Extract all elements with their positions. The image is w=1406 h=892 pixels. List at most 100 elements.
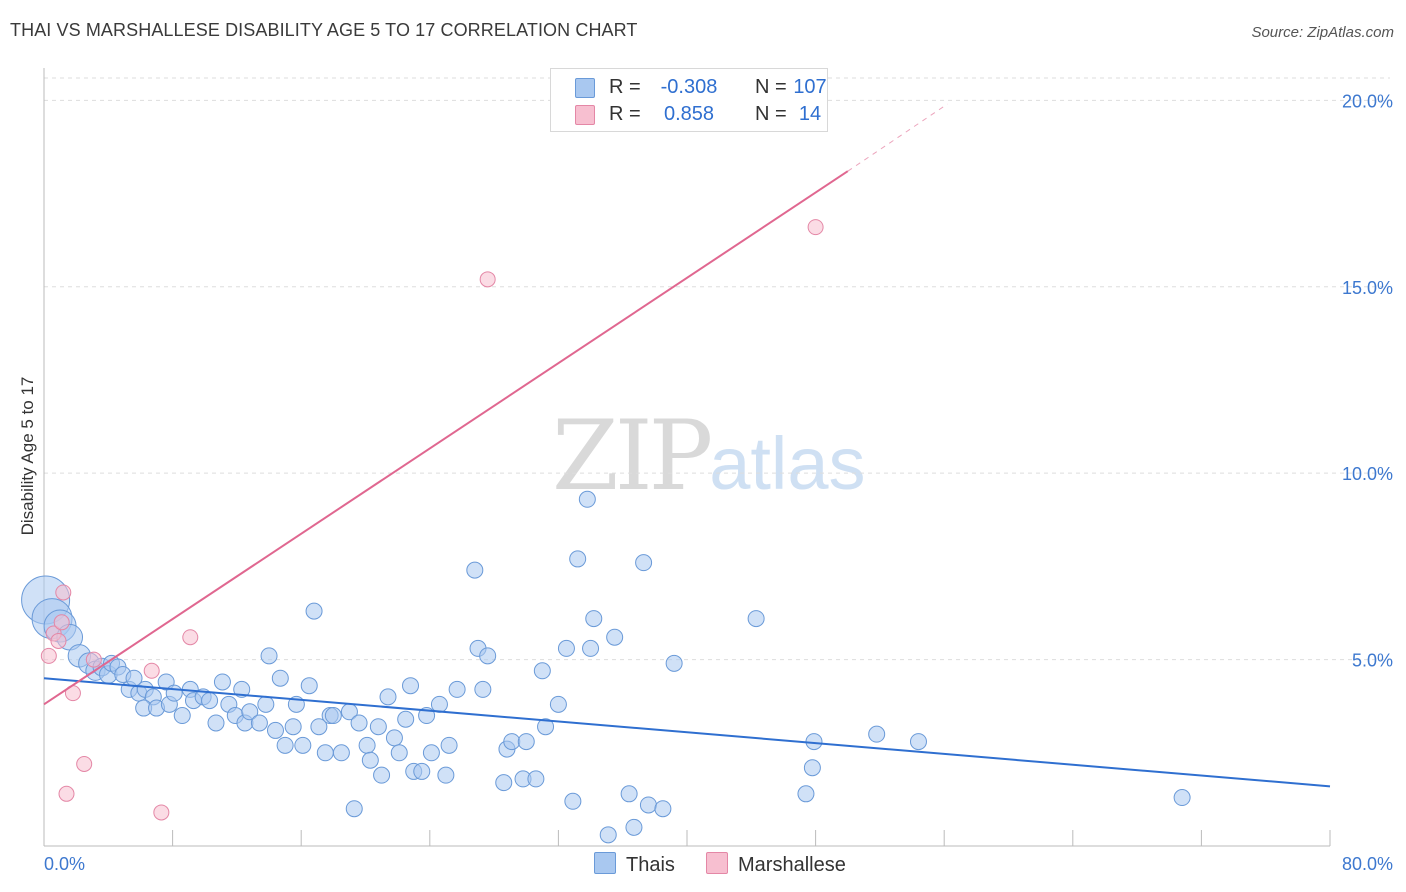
bottom-legend-label-thais: Thais: [626, 854, 675, 876]
legend-r-value: -0.308: [660, 76, 718, 98]
thais-point: [305, 602, 323, 620]
marshallese-trend-line: [43, 170, 849, 706]
thais-point: [466, 561, 484, 579]
thais-point: [654, 800, 672, 818]
x-tick-label: 0.0%: [44, 854, 85, 874]
thais-point: [257, 695, 275, 713]
watermark: ZIPatlas: [552, 400, 866, 512]
thais-point: [599, 826, 617, 844]
marshallese-point: [153, 804, 170, 821]
thais-point: [207, 714, 225, 732]
marshallese-trend-extension: [847, 103, 948, 172]
y-tick-label: 5.0%: [1352, 651, 1393, 671]
thais-point: [582, 639, 600, 657]
thais-point: [495, 774, 513, 792]
marshallese-point: [85, 651, 102, 668]
thais-point: [316, 744, 334, 762]
thais-point: [1173, 789, 1191, 807]
marshallese-point: [182, 629, 199, 646]
thais-point: [276, 736, 294, 754]
marshallese-point: [50, 632, 67, 649]
legend-swatch-thais: [575, 78, 595, 98]
bottom-legend-swatch-marshallese: [706, 852, 728, 874]
thais-point: [747, 610, 765, 628]
thais-point: [474, 680, 492, 698]
marshallese-point: [53, 614, 70, 631]
y-tick-label: 15.0%: [1342, 278, 1393, 298]
thais-point: [868, 725, 886, 743]
thais-point: [517, 733, 535, 751]
chart-title: THAI VS MARSHALLESE DISABILITY AGE 5 TO …: [10, 20, 638, 40]
thais-point: [639, 796, 657, 814]
legend-n-value: 14: [798, 103, 822, 125]
thais-point: [201, 692, 219, 710]
watermark-atlas: atlas: [709, 422, 866, 505]
thais-point: [284, 718, 302, 736]
thais-point: [402, 677, 420, 695]
thais-point: [430, 695, 448, 713]
thais-point: [635, 554, 653, 572]
thais-point: [332, 744, 350, 762]
marshallese-point: [55, 584, 72, 601]
thais-point: [373, 766, 391, 784]
thais-point: [294, 736, 312, 754]
thais-point: [909, 733, 927, 751]
thais-point: [324, 707, 342, 725]
thais-point: [233, 680, 251, 698]
marshallese-point: [143, 662, 160, 679]
thais-point: [606, 628, 624, 646]
thais-point: [250, 714, 268, 732]
thais-point: [448, 680, 466, 698]
thais-point: [585, 610, 603, 628]
thais-point: [620, 785, 638, 803]
thais-point: [358, 736, 376, 754]
thais-point: [390, 744, 408, 762]
marshallese-point: [58, 785, 75, 802]
thais-point: [479, 647, 497, 665]
legend-n-label: N =: [755, 103, 787, 125]
x-tick-label: 80.0%: [1342, 854, 1393, 874]
thais-point: [397, 710, 415, 728]
thais-point: [422, 744, 440, 762]
marshallese-point: [76, 755, 93, 772]
thais-point: [665, 654, 683, 672]
marshallese-point: [479, 271, 496, 288]
thais-point: [165, 684, 183, 702]
thais-point: [310, 718, 328, 736]
correlation-legend: R = -0.308 N = 107 R = 0.858 N = 14: [550, 68, 828, 132]
legend-n-value: 107: [793, 76, 827, 98]
legend-swatch-marshallese: [575, 105, 595, 125]
thais-point: [549, 695, 567, 713]
thais-point: [271, 669, 289, 687]
marshallese-point: [807, 219, 824, 236]
legend-r-label: R =: [609, 103, 641, 125]
watermark-zip: ZIP: [552, 400, 713, 512]
thais-point: [527, 770, 545, 788]
thais-point: [440, 736, 458, 754]
thais-point: [300, 677, 318, 695]
thais-point: [379, 688, 397, 706]
thais-point: [266, 721, 284, 739]
bottom-legend-swatch-thais: [594, 852, 616, 874]
thais-trend-line: [43, 677, 1331, 788]
legend-n-label: N =: [755, 76, 787, 98]
thais-point: [625, 818, 643, 836]
thais-point: [437, 766, 455, 784]
bottom-legend-thais: Thais: [594, 852, 675, 877]
thais-point: [241, 703, 259, 721]
legend-r-value: 0.858: [663, 103, 715, 125]
source-label: Source: ZipAtlas.com: [1251, 24, 1394, 41]
thais-point: [413, 762, 431, 780]
bottom-legend-label-marshallese: Marshallese: [738, 854, 846, 876]
y-tick-label: 20.0%: [1342, 91, 1393, 111]
thais-point: [385, 729, 403, 747]
thais-point: [350, 714, 368, 732]
bottom-legend-marshallese: Marshallese: [706, 852, 846, 877]
thais-point: [361, 751, 379, 769]
marshallese-point: [40, 647, 57, 664]
thais-point: [503, 733, 521, 751]
y-tick-label: 10.0%: [1342, 464, 1393, 484]
thais-point: [533, 662, 551, 680]
thais-point: [369, 718, 387, 736]
thais-point: [345, 800, 363, 818]
